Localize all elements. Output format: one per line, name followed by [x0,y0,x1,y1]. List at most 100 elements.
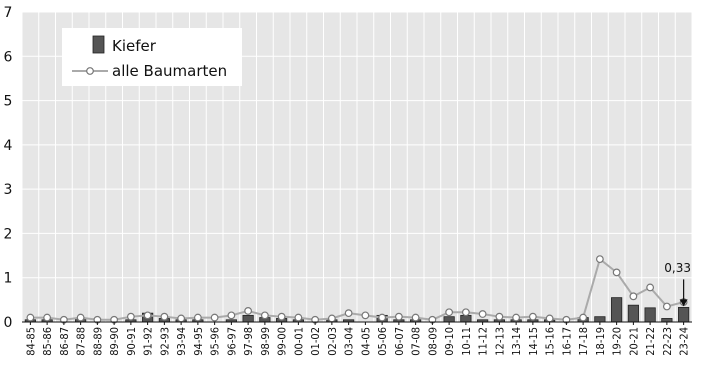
x-tick-label: 10-11 [460,327,473,356]
point-alle-baumarten [277,312,286,321]
point-alle-baumarten [244,307,253,315]
line-alle-baumarten [26,255,688,324]
x-tick-label: 99-00 [276,327,289,356]
point-alle-baumarten [260,311,269,320]
annotation-arrowhead [679,299,688,307]
x-tick-label: 87-88 [75,327,88,356]
point-alle-baumarten [43,313,52,322]
point-alle-baumarten [378,313,387,322]
point-alle-baumarten [495,312,504,321]
x-tick-label: 04-05 [359,327,372,356]
x-tick-label: 95-96 [209,327,222,356]
x-tick-label: 16-17 [560,327,573,356]
y-axis-ticks: 0 1 2 3 4 5 6 7 [4,5,13,331]
x-tick-label: 22-23 [661,327,674,356]
x-axis-ticks: 84-85 85-86 86-87 87-88 88-89 89-90 90-91 91-92… [22,321,692,356]
x-tick-label: 93-94 [175,327,188,356]
bar-kiefer [644,307,656,323]
y-tick-label: 7 [4,5,13,21]
x-tick-label: 00-01 [292,327,305,356]
bar-kiefer [678,306,690,323]
point-alle-baumarten [394,312,403,321]
point-alle-baumarten [629,292,638,301]
point-alle-baumarten [662,302,671,311]
point-alle-baumarten [545,314,554,323]
x-tick-label: 84-85 [24,327,37,356]
x-tick-label: 07-08 [410,327,423,356]
annotation-label: 0,33 [664,261,691,275]
x-tick-label: 85-86 [41,327,54,356]
y-tick-label: 2 [4,226,13,242]
point-alle-baumarten [210,313,219,322]
x-tick-label: 09-10 [443,327,456,356]
x-tick-label: 23-24 [678,327,691,356]
x-tick-label: 94-95 [192,327,205,356]
bar-kiefer [460,314,472,323]
point-alle-baumarten [579,313,588,322]
x-tick-label: 88-89 [91,327,104,356]
legend-label-alle-baumarten: alle Baumarten [112,62,227,80]
x-tick-label: 03-04 [343,327,356,356]
legend-label-kiefer: Kiefer [112,37,157,55]
point-alle-baumarten [294,313,303,322]
x-tick-label: 14-15 [527,327,540,356]
x-tick-label: 08-09 [426,327,439,356]
bar-kiefer [443,316,455,323]
point-alle-baumarten [344,309,353,318]
point-alle-baumarten [327,314,336,323]
x-tick-label: 21-22 [644,327,657,356]
bar-kiefer [611,297,623,323]
point-alle-baumarten [361,311,370,320]
point-alle-baumarten [26,313,35,322]
point-alle-baumarten [411,313,420,322]
point-alle-baumarten [193,313,202,322]
x-tick-label: 01-02 [309,327,322,356]
legend-box [62,28,242,86]
x-tick-label: 05-06 [376,327,389,356]
series-line-alle-baumarten [30,257,684,321]
x-tick-label: 02-03 [326,327,339,356]
legend-marker-alle-baumarten [86,67,94,75]
annotation: 0,33 [664,261,691,307]
x-tick-label: 86-87 [58,327,71,356]
x-tick-label: 06-07 [393,327,406,356]
point-alle-baumarten [445,308,454,317]
x-tick-label: 98-99 [259,327,272,356]
x-tick-label: 92-93 [158,327,171,356]
point-alle-baumarten [512,313,521,322]
y-tick-label: 1 [4,271,13,287]
x-tick-label: 12-13 [493,327,506,356]
x-tick-label: 90-91 [125,327,138,356]
point-alle-baumarten [612,268,621,277]
y-tick-label: 6 [4,49,13,65]
x-tick-label: 13-14 [510,327,523,356]
x-tick-label: 19-20 [611,327,624,356]
x-tick-label: 17-18 [577,327,590,356]
y-tick-label: 5 [4,94,13,110]
point-alle-baumarten [143,311,152,320]
x-tick-label: 91-92 [142,327,155,356]
x-tick-label: 89-90 [108,327,121,356]
x-tick-label: 96-97 [225,327,238,356]
x-tick-label: 97-98 [242,327,255,356]
point-alle-baumarten [478,310,487,318]
legend: Kiefer alle Baumarten [62,28,242,86]
point-alle-baumarten [76,313,85,322]
point-alle-baumarten [227,311,236,320]
point-alle-baumarten [528,312,537,321]
legend-swatch-kiefer [92,35,105,54]
point-alle-baumarten [595,255,604,264]
y-tick-label: 3 [4,182,13,198]
y-tick-label: 0 [4,315,13,331]
bar-kiefer [594,316,606,323]
x-tick-label: 11-12 [477,327,490,356]
x-tick-label: 18-19 [594,327,607,356]
x-tick-label: 15-16 [544,327,557,356]
bar-kiefer [242,314,254,323]
bar-kiefer [661,318,673,323]
point-alle-baumarten [160,312,169,321]
point-alle-baumarten [177,314,186,323]
gridlines [21,11,693,323]
bar-kiefer [627,304,639,323]
